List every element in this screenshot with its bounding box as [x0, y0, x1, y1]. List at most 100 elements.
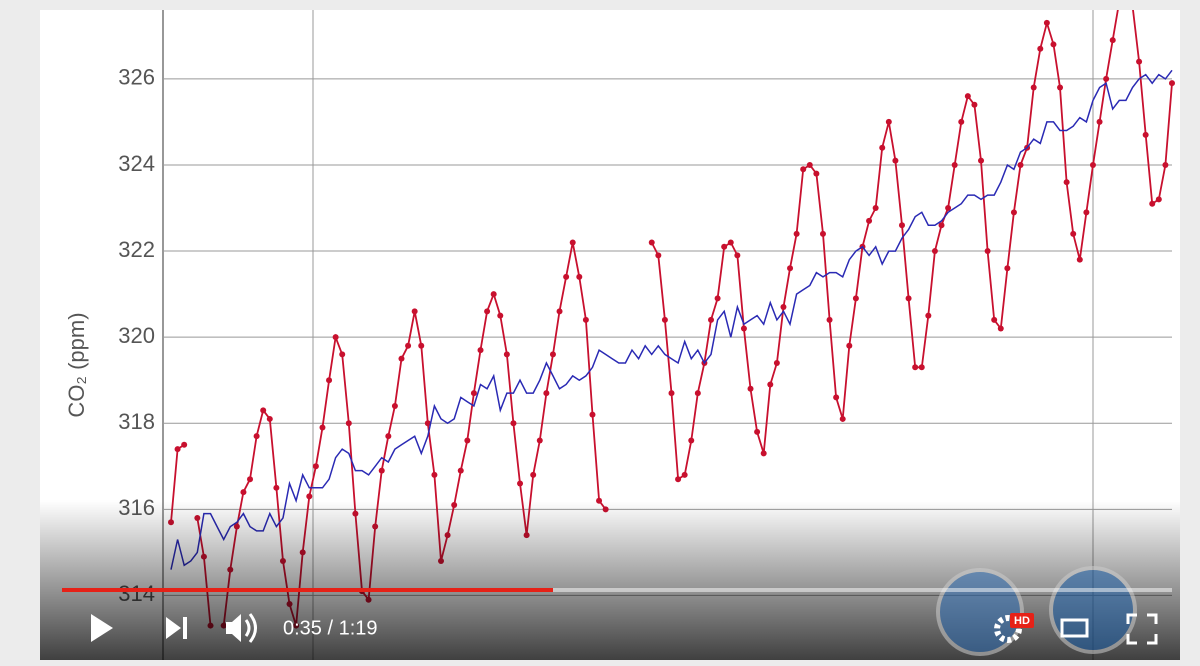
settings-button[interactable]: HD — [994, 613, 1034, 643]
data-point — [240, 489, 247, 496]
data-point — [925, 312, 932, 319]
data-point — [431, 471, 438, 478]
data-point — [266, 415, 273, 422]
hd-badge: HD — [1014, 615, 1030, 627]
data-point — [833, 394, 840, 401]
data-point — [984, 248, 991, 255]
data-point — [872, 205, 879, 212]
data-point — [826, 316, 833, 323]
data-point — [708, 316, 715, 323]
data-point — [1089, 161, 1096, 168]
data-point — [319, 424, 326, 431]
data-point — [898, 222, 905, 229]
data-point — [424, 420, 431, 427]
data-point — [464, 437, 471, 444]
data-point — [800, 166, 807, 173]
data-point — [991, 316, 998, 323]
data-point — [391, 403, 398, 410]
data-point — [1004, 265, 1011, 272]
theater-button[interactable] — [1060, 618, 1089, 638]
data-point — [978, 157, 985, 164]
data-point — [997, 325, 1004, 332]
data-point — [497, 312, 504, 319]
data-point — [648, 239, 655, 246]
data-point — [1076, 256, 1083, 263]
data-point — [734, 252, 741, 259]
data-point — [247, 476, 254, 483]
data-point — [852, 295, 859, 302]
progress-played[interactable] — [62, 588, 553, 592]
series-line — [170, 69, 1173, 570]
data-point — [912, 364, 919, 371]
data-point — [1063, 179, 1070, 186]
data-point — [747, 385, 754, 392]
y-tick-label: 326 — [118, 65, 155, 90]
data-point — [1116, 0, 1122, 4]
data-point — [951, 161, 958, 168]
data-point — [1103, 75, 1110, 82]
data-point — [1109, 37, 1116, 44]
data-point — [668, 390, 675, 397]
data-point — [326, 377, 333, 384]
data-point — [418, 342, 425, 349]
plot — [162, 0, 1175, 660]
data-point — [582, 316, 589, 323]
data-point — [477, 347, 484, 354]
data-point — [661, 316, 668, 323]
next-button[interactable] — [166, 617, 187, 639]
data-point — [727, 239, 734, 246]
data-point — [1129, 3, 1135, 9]
y-axis-label: CO₂ (ppm) — [64, 312, 89, 417]
data-point — [675, 476, 682, 483]
data-point — [787, 265, 794, 272]
data-point — [398, 355, 405, 362]
data-point — [484, 308, 491, 315]
data-point — [470, 390, 477, 397]
data-point — [885, 118, 892, 125]
play-button[interactable] — [91, 614, 113, 642]
data-point — [1010, 209, 1017, 216]
data-point — [1030, 84, 1037, 91]
data-point — [971, 101, 978, 108]
data-point — [1142, 131, 1149, 138]
data-point — [1057, 84, 1064, 91]
data-point — [754, 428, 761, 435]
data-point — [839, 415, 846, 422]
progress-track[interactable] — [62, 588, 1172, 592]
y-tick-label: 322 — [118, 237, 155, 262]
data-point — [1096, 118, 1103, 125]
data-point — [694, 390, 701, 397]
data-point — [589, 411, 596, 418]
data-point — [490, 291, 497, 298]
data-point — [378, 467, 385, 474]
data-point — [1162, 161, 1169, 168]
data-point — [563, 273, 570, 280]
data-point — [819, 230, 826, 237]
data-point — [411, 308, 418, 315]
data-point — [846, 342, 853, 349]
data-point — [780, 304, 787, 311]
data-point — [655, 252, 662, 259]
data-point — [688, 437, 695, 444]
data-point — [931, 248, 938, 255]
data-point — [543, 390, 550, 397]
data-point — [681, 471, 688, 478]
volume-button[interactable] — [226, 613, 257, 643]
data-point — [174, 446, 181, 453]
time-display: 0:35 / 1:19 — [283, 617, 378, 639]
data-point — [503, 351, 510, 358]
data-point — [549, 351, 556, 358]
data-point — [918, 364, 925, 371]
data-point — [1136, 58, 1143, 65]
data-point — [1169, 80, 1175, 87]
data-point — [1037, 45, 1044, 52]
data-point — [866, 217, 873, 224]
data-point — [773, 359, 780, 366]
data-point — [253, 433, 260, 440]
data-point — [905, 295, 912, 302]
fullscreen-button[interactable] — [1126, 613, 1158, 645]
data-point — [793, 230, 800, 237]
data-point — [576, 273, 583, 280]
data-point — [517, 480, 524, 487]
data-point — [879, 144, 886, 151]
